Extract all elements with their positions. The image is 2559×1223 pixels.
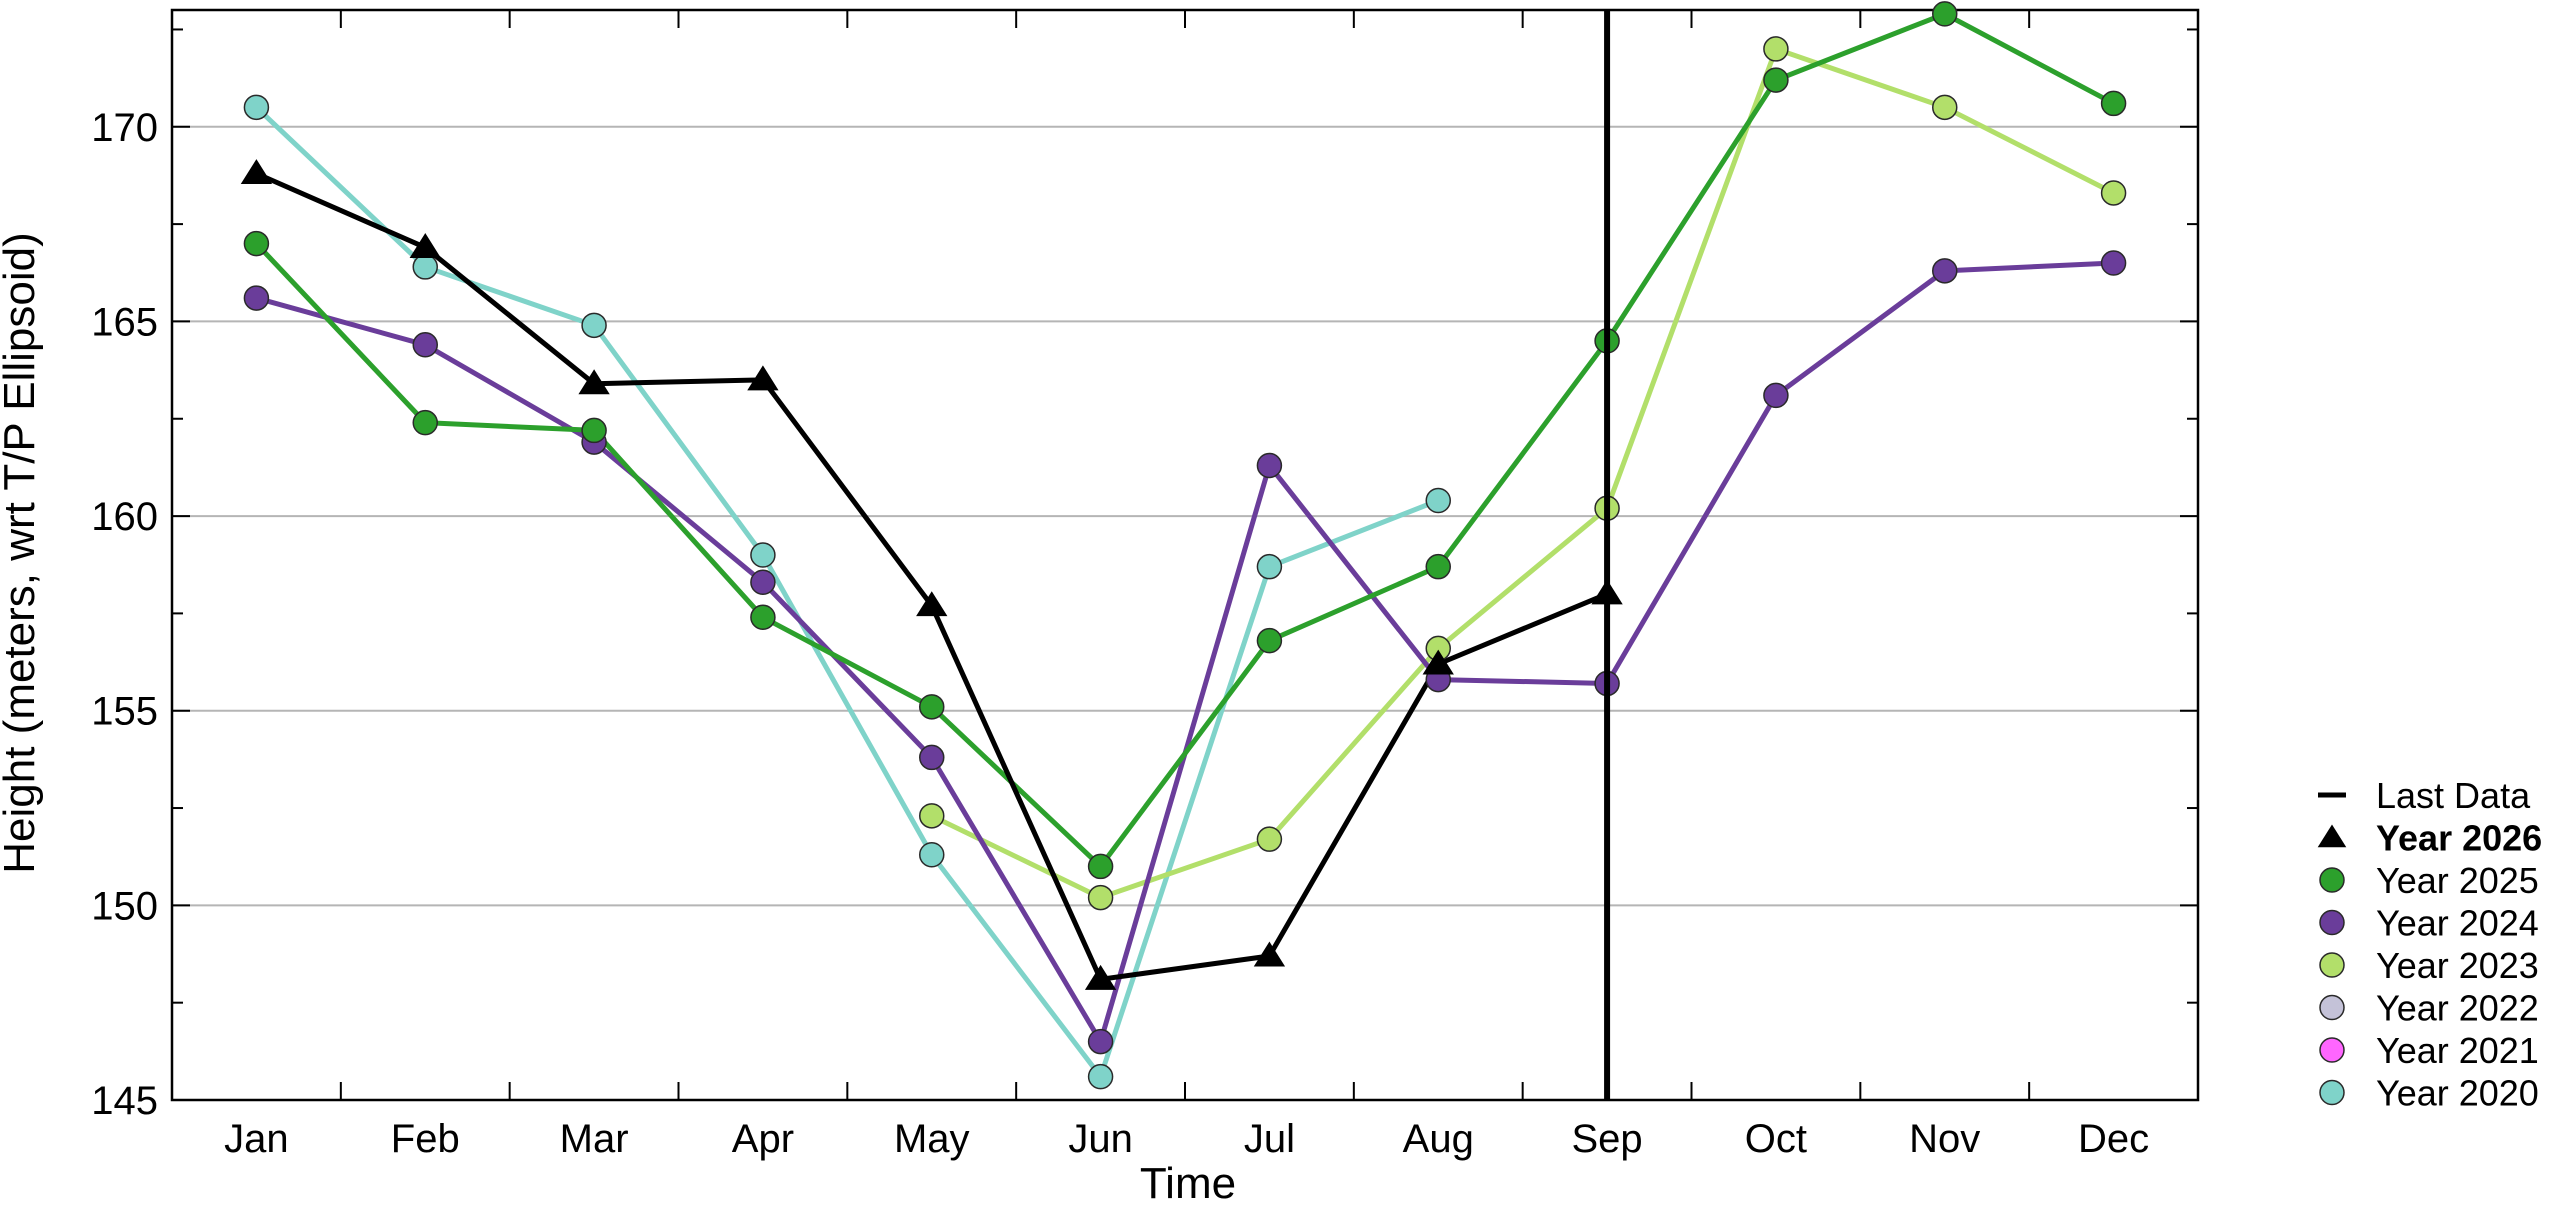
legend-label: Year 2026 (2376, 818, 2542, 859)
legend-label: Year 2024 (2376, 903, 2539, 944)
data-point (1087, 1028, 1114, 1055)
x-tick-label: Jul (1244, 1117, 1295, 1161)
data-point (243, 230, 270, 257)
data-point (919, 694, 945, 720)
x-tick-label: Jan (224, 1117, 289, 1161)
x-tick-label: Dec (2078, 1117, 2149, 1161)
data-point-triangle (578, 369, 610, 395)
series-line (930, 46, 2115, 901)
series-lines (254, 11, 2115, 1080)
y-tick-label: 170 (91, 106, 158, 150)
legend-label: Year 2021 (2376, 1030, 2539, 1071)
data-point (1425, 553, 1451, 580)
data-point (1256, 553, 1283, 580)
x-tick-label: Aug (1403, 1117, 1474, 1161)
data-point (412, 332, 438, 358)
series-line (254, 11, 2115, 869)
legend-symbol-circle (2319, 994, 2345, 1021)
data-point (1425, 487, 1451, 514)
x-axis-label: Time (1140, 1159, 1236, 1208)
data-point (1932, 1, 1958, 27)
data-point (1763, 67, 1789, 93)
data-point (1256, 452, 1283, 479)
x-tick-label: May (894, 1117, 970, 1161)
legend-label: Year 2020 (2376, 1073, 2539, 1114)
data-point (919, 842, 945, 868)
y-axis-label: Height (meters, wrt T/P Ellipsoid) (0, 232, 44, 873)
plot-frame (170, 8, 2200, 1102)
legend-label: Last Data (2376, 775, 2531, 816)
legend-label: Year 2022 (2376, 988, 2539, 1029)
legend-symbol-circle (2319, 867, 2345, 893)
data-point-triangle (1253, 941, 1286, 967)
axes: 145 150 155 160 165 170 Jan Feb Mar Apr May Jun Jul A… (91, 8, 2200, 1161)
data-point (2100, 180, 2127, 206)
data-point (1763, 36, 1789, 62)
legend-symbol-circle (2319, 952, 2345, 978)
x-tick-label: Oct (1745, 1117, 1807, 1161)
y-tick-label: 145 (91, 1079, 158, 1123)
series-line (254, 105, 1440, 1080)
x-tick-label: Feb (391, 1117, 460, 1161)
data-point-triangle (409, 233, 441, 258)
legend-label: Year 2025 (2376, 860, 2539, 901)
legend-label: Year 2023 (2376, 945, 2539, 986)
data-point-triangle (747, 365, 779, 391)
y-tick-label: 155 (91, 690, 158, 734)
y-tick-label: 150 (91, 884, 158, 928)
data-point (1087, 884, 1114, 911)
data-point (243, 94, 270, 121)
data-point-triangle (1084, 964, 1117, 990)
data-point (581, 312, 607, 339)
data-point (750, 569, 776, 595)
data-point (919, 744, 945, 771)
axis-labels: Time Height (meters, wrt T/P Ellipsoid) (0, 232, 1236, 1208)
data-point (2100, 250, 2127, 276)
data-point (750, 542, 776, 568)
data-point (1256, 826, 1283, 852)
y-tick-label: 165 (91, 300, 158, 344)
series-line (255, 260, 2114, 1045)
data-point (243, 285, 270, 311)
data-point-triangle (916, 591, 948, 617)
x-tick-label: Apr (732, 1117, 794, 1161)
y-tick-label: 160 (91, 495, 158, 539)
grid-lines (172, 125, 2198, 907)
legend-symbol-circle (2319, 909, 2345, 936)
data-point (1087, 853, 1114, 880)
data-point-triangle (1422, 649, 1454, 675)
data-point (581, 417, 607, 444)
data-point (1087, 1063, 1114, 1090)
data-point (919, 803, 945, 829)
x-tick-label: Sep (1571, 1117, 1642, 1161)
data-point-triangle (240, 159, 273, 184)
data-point (1763, 382, 1789, 409)
legend-symbol-circle (2319, 1037, 2345, 1063)
data-point (1256, 627, 1283, 654)
x-tick-label: Jun (1068, 1117, 1133, 1161)
data-point (1932, 258, 1958, 284)
data-point (750, 604, 776, 631)
data-point (1932, 94, 1958, 121)
x-tick-label: Nov (1909, 1117, 1980, 1161)
series-markers (240, 1, 2127, 1090)
x-tick-label: Mar (560, 1117, 629, 1161)
data-point (412, 409, 438, 436)
data-point (2100, 90, 2127, 117)
legend-symbol-triangle (2317, 824, 2347, 848)
legend-symbol-circle (2319, 1079, 2345, 1106)
data-point (412, 254, 438, 280)
